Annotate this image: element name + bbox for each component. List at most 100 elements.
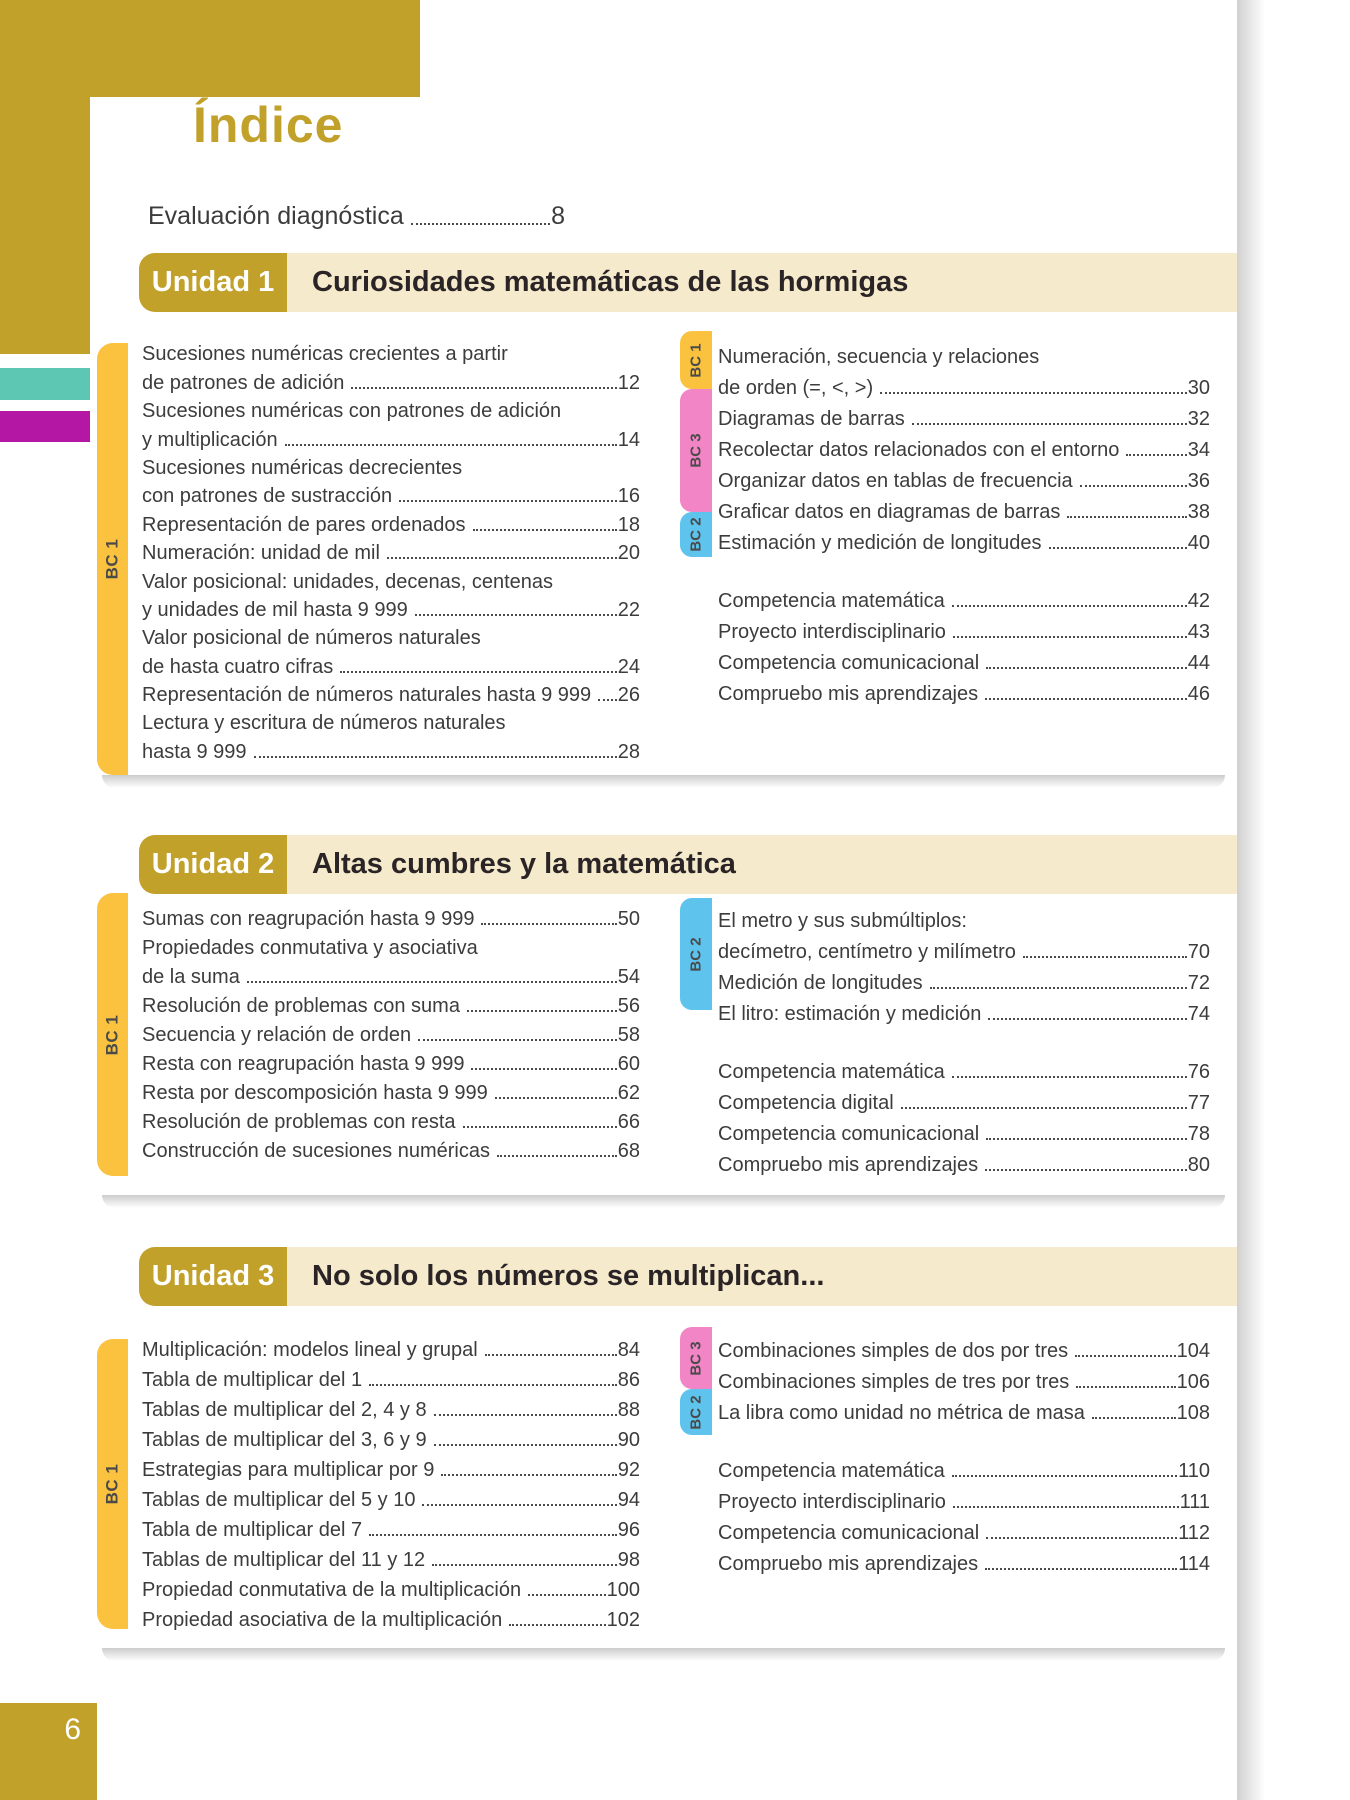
entry-title: Proyecto interdisciplinario: [718, 1491, 946, 1513]
page-number: 16: [617, 485, 640, 508]
unit-3-left-column: Multiplicación: modelos lineal y grupal 8…: [142, 1335, 640, 1635]
entry-title: Construcción de sucesiones numéricas: [142, 1140, 490, 1162]
entry-title: Sumas con reagrupación hasta 9 999: [142, 908, 475, 930]
page-number: 72: [1187, 972, 1210, 994]
toc-row: de orden (=, <, >) 30: [718, 372, 1210, 403]
intro-label: Evaluación diagnóstica: [148, 202, 404, 230]
entry-title: Diagramas de barras: [718, 408, 905, 430]
dotted-leader: [1075, 1355, 1176, 1357]
dotted-leader: [422, 1504, 617, 1506]
entry-title: Competencia comunicacional: [718, 1522, 980, 1544]
card-bottom-shadow: [102, 775, 1225, 788]
entry-title: Graficar datos en diagramas de barras: [718, 501, 1061, 523]
toc-row: de patrones de adición 12: [142, 369, 640, 397]
toc-row: decímetro, centímetro y milímetro 70: [718, 936, 1210, 967]
entry-title: Competencia matemática: [718, 1460, 945, 1482]
toc-row: Tabla de multiplicar del 7 96: [142, 1515, 640, 1545]
page-number: 74: [1187, 1003, 1210, 1025]
page-number: 70: [1187, 941, 1210, 963]
toc-row: Proyecto interdisciplinario 43: [718, 616, 1210, 647]
left-gold-bar: [0, 0, 90, 354]
toc-row: Propiedades conmutativa y asociativa: [142, 934, 640, 963]
dotted-leader: [1091, 1417, 1176, 1419]
entry-title: Propiedad conmutativa de la multiplicaci…: [142, 1579, 522, 1601]
dotted-leader: [986, 667, 1187, 669]
intro-row: Evaluación diagnóstica 8: [148, 200, 565, 234]
toc-row: Competencia comunicacional 44: [718, 647, 1210, 678]
unit-1-section: Unidad 1 Curiosidades matemáticas de las…: [90, 253, 1237, 793]
page-edge-shadow: [1237, 0, 1265, 1800]
dotted-leader: [952, 1506, 1179, 1508]
dotted-leader: [441, 1474, 617, 1476]
entry-title: Proyecto interdisciplinario: [718, 621, 946, 643]
toc-row: Valor posicional: unidades, decenas, cen…: [142, 568, 640, 596]
dotted-leader: [432, 1564, 617, 1566]
toc-row: Sucesiones numéricas crecientes a partir: [142, 341, 640, 369]
entry-title: Lectura y escritura de números naturales: [142, 712, 506, 735]
page-number: 96: [617, 1519, 640, 1541]
teal-stripe: [0, 368, 90, 400]
dotted-leader: [509, 1624, 606, 1626]
page-number: 12: [617, 371, 640, 394]
page-number: 20: [617, 542, 640, 565]
toc-row: Tabla de multiplicar del 1 86: [142, 1365, 640, 1395]
dotted-leader: [369, 1534, 617, 1536]
page-title: Índice: [193, 97, 344, 153]
toc-row: hasta 9 999 28: [142, 738, 640, 766]
page-number: 100: [606, 1579, 640, 1601]
toc-row: El metro y sus submúltiplos:: [718, 905, 1210, 936]
entry-title: de patrones de adición: [142, 371, 345, 394]
unit-3-title: No solo los números se multiplican...: [287, 1247, 1237, 1306]
page-number: 76: [1187, 1061, 1210, 1083]
entry-title: de la suma: [142, 966, 240, 988]
footer-gold-block: 6: [0, 1703, 97, 1800]
dotted-leader: [985, 1169, 1187, 1171]
dotted-leader: [880, 392, 1187, 394]
entry-title: Numeración: unidad de mil: [142, 542, 380, 565]
bc2-right-tab: BC 2: [680, 1389, 712, 1435]
bc1-tab-label: BC 1: [102, 538, 122, 580]
toc-row: Propiedad asociativa de la multiplicació…: [142, 1605, 640, 1635]
dotted-leader: [929, 987, 1187, 989]
page-number: 102: [606, 1609, 640, 1631]
page-number: 92: [617, 1459, 640, 1481]
entry-title: Tablas de multiplicar del 5 y 10: [142, 1489, 416, 1511]
page-number: 24: [617, 655, 640, 678]
toc-row: Competencia matemática 42: [718, 585, 1210, 616]
toc-row: El litro: estimación y medición 74: [718, 998, 1210, 1029]
toc-row: Tablas de multiplicar del 3, 6 y 9 90: [142, 1425, 640, 1455]
toc-row: Valor posicional de números naturales: [142, 625, 640, 653]
dotted-leader: [985, 698, 1187, 700]
page-number: 90: [617, 1429, 640, 1451]
dotted-leader: [414, 613, 617, 616]
toc-row: Medición de longitudes 72: [718, 967, 1210, 998]
dotted-leader: [472, 528, 617, 531]
dotted-leader: [351, 386, 617, 389]
toc-row: Organizar datos en tablas de frecuencia 3…: [718, 465, 1210, 496]
page-number: 58: [617, 1024, 640, 1046]
dotted-leader: [399, 500, 617, 503]
dotted-leader: [986, 1138, 1187, 1140]
unit-2-section: Unidad 2 Altas cumbres y la matemática B…: [90, 835, 1237, 1210]
unit-1-badge: Unidad 1: [139, 253, 287, 312]
toc-row: Competencia matemática 76: [718, 1056, 1210, 1087]
toc-row: Resolución de problemas con suma 56: [142, 992, 640, 1021]
magenta-stripe: [0, 411, 90, 442]
page-number: 50: [617, 908, 640, 930]
dotted-leader: [1048, 547, 1187, 549]
toc-row: Combinaciones simples de dos por tres 104: [718, 1335, 1210, 1366]
page-number: 62: [617, 1082, 640, 1104]
bc2-right-tab: BC 2: [680, 512, 712, 557]
entry-title: decímetro, centímetro y milímetro: [718, 941, 1016, 963]
page-number: 68: [617, 1140, 640, 1162]
entry-title: Competencia matemática: [718, 590, 945, 612]
dotted-leader: [418, 1039, 617, 1041]
page-number: 112: [1178, 1522, 1210, 1544]
toc-row: Compruebo mis aprendizajes 80: [718, 1149, 1210, 1180]
toc-row: Tablas de multiplicar del 2, 4 y 8 88: [142, 1395, 640, 1425]
dotted-leader: [284, 443, 617, 446]
spacer-row: [718, 1029, 1210, 1056]
page-number: 108: [1176, 1402, 1210, 1424]
entry-title: Recolectar datos relacionados con el ent…: [718, 439, 1120, 461]
